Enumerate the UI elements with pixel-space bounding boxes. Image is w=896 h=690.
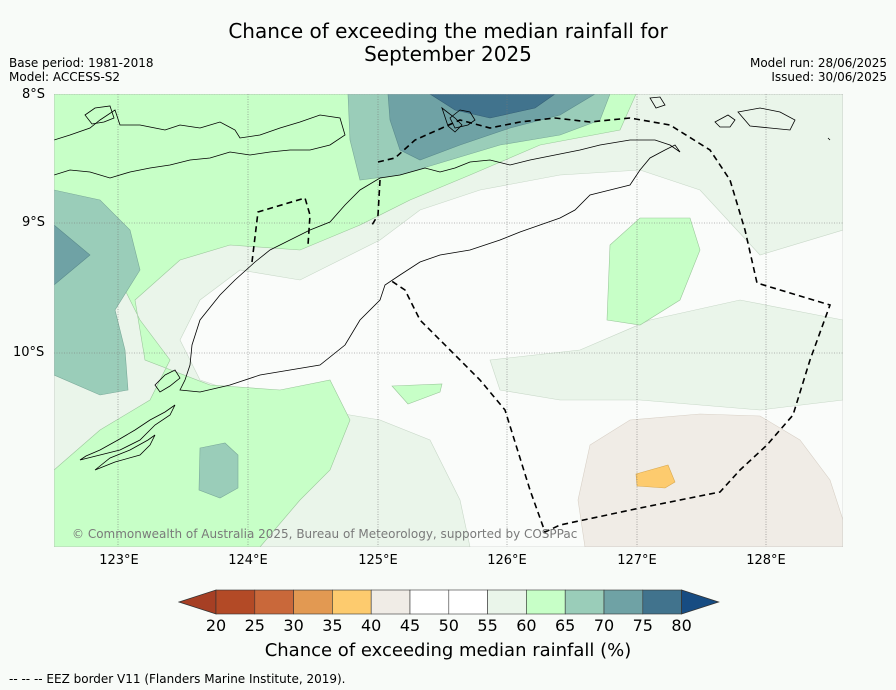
model-name: Model: ACCESS-S2 bbox=[9, 70, 121, 84]
colorbar-tick-label: 65 bbox=[555, 616, 576, 635]
colorbar-label: Chance of exceeding median rainfall (%) bbox=[264, 640, 632, 661]
lon-label-123e: 123°E bbox=[99, 553, 139, 568]
colorbar-tick-label: 75 bbox=[632, 616, 653, 635]
colorbar-tick-label: 60 bbox=[516, 616, 537, 635]
lon-label-128e: 128°E bbox=[746, 553, 786, 568]
colorbar-tick-label: 30 bbox=[283, 616, 304, 635]
colorbar-cell bbox=[448, 589, 488, 615]
eez-border bbox=[251, 117, 832, 534]
colorbar-cell bbox=[642, 589, 682, 615]
base-period: Base period: 1981-2018 bbox=[9, 56, 154, 70]
colorbar-cell bbox=[293, 589, 333, 615]
lon-label-127e: 127°E bbox=[617, 553, 657, 568]
gridlines bbox=[54, 94, 843, 547]
title-line-1: Chance of exceeding the median rainfall … bbox=[228, 19, 668, 43]
zone-40-45 bbox=[577, 413, 843, 547]
island-small-2 bbox=[649, 96, 666, 109]
colorbar-tick-label: 80 bbox=[671, 616, 692, 635]
lon-label-126e: 126°E bbox=[487, 553, 527, 568]
island-east-tip bbox=[827, 137, 831, 141]
colorbar-cell bbox=[526, 589, 566, 615]
run-info: Model run: 28/06/2025 Issued: 30/06/2025 bbox=[750, 56, 887, 84]
colorbar-tick-label: 40 bbox=[361, 616, 382, 635]
colorbar-cell bbox=[564, 589, 605, 615]
colorbar-tick-label: 70 bbox=[593, 616, 615, 635]
colorbar-extend-high bbox=[681, 589, 720, 615]
lat-label-10s: 10°S bbox=[13, 345, 45, 360]
lon-label-125e: 125°E bbox=[358, 553, 398, 568]
rainfall-map[interactable] bbox=[54, 94, 843, 547]
colorbar-tick-label: 50 bbox=[438, 616, 459, 635]
timor-coast-north bbox=[179, 139, 681, 393]
island-small-1 bbox=[84, 105, 115, 125]
zone-75-80 bbox=[429, 94, 556, 119]
model-run: Model run: 28/06/2025 bbox=[749, 56, 887, 70]
colorbar-tick-label: 20 bbox=[205, 616, 227, 635]
zone-70-75 bbox=[54, 94, 596, 286]
colorbar-cell bbox=[603, 589, 644, 615]
colorbar-cell bbox=[332, 589, 372, 615]
colorbar-cell bbox=[370, 589, 411, 615]
colorbar-tick-label: 35 bbox=[322, 616, 343, 635]
lon-label-124e: 124°E bbox=[228, 553, 268, 568]
base-info: Base period: 1981-2018 Model: ACCESS-S2 bbox=[9, 56, 154, 84]
colorbar-cell bbox=[409, 589, 450, 615]
sumba-south bbox=[94, 434, 156, 471]
colorbar-tick-label: 55 bbox=[477, 616, 498, 635]
island-small-4 bbox=[737, 107, 796, 131]
title-line-2: September 2025 bbox=[364, 42, 532, 66]
colorbar-cell bbox=[215, 589, 256, 615]
island-small-5 bbox=[441, 106, 463, 133]
lat-label-8s: 8°S bbox=[22, 87, 46, 102]
colorbar-cell bbox=[487, 589, 527, 615]
colorbar bbox=[178, 589, 720, 615]
sumba-coast bbox=[79, 404, 176, 461]
lat-label-9s: 9°S bbox=[22, 215, 46, 230]
wetar-coast bbox=[449, 109, 476, 129]
issued-date: Issued: 30/06/2025 bbox=[771, 70, 887, 84]
copyright-notice: © Commonwealth of Australia 2025, Bureau… bbox=[72, 527, 578, 541]
coastlines bbox=[54, 96, 831, 471]
island-roti bbox=[154, 369, 181, 393]
colorbar-tick-label: 25 bbox=[244, 616, 265, 635]
colorbar-cell bbox=[254, 589, 294, 615]
eez-footnote: -- -- -- EEZ border V11 (Flanders Marine… bbox=[9, 672, 346, 686]
colorbar-extend-low bbox=[178, 589, 217, 615]
island-small-3 bbox=[714, 114, 736, 128]
zone-60-65 bbox=[54, 94, 701, 547]
flores-north-coast bbox=[54, 109, 346, 179]
colorbar-tick-label: 45 bbox=[399, 616, 421, 635]
chart-title: Chance of exceeding the median rainfall … bbox=[0, 20, 896, 66]
